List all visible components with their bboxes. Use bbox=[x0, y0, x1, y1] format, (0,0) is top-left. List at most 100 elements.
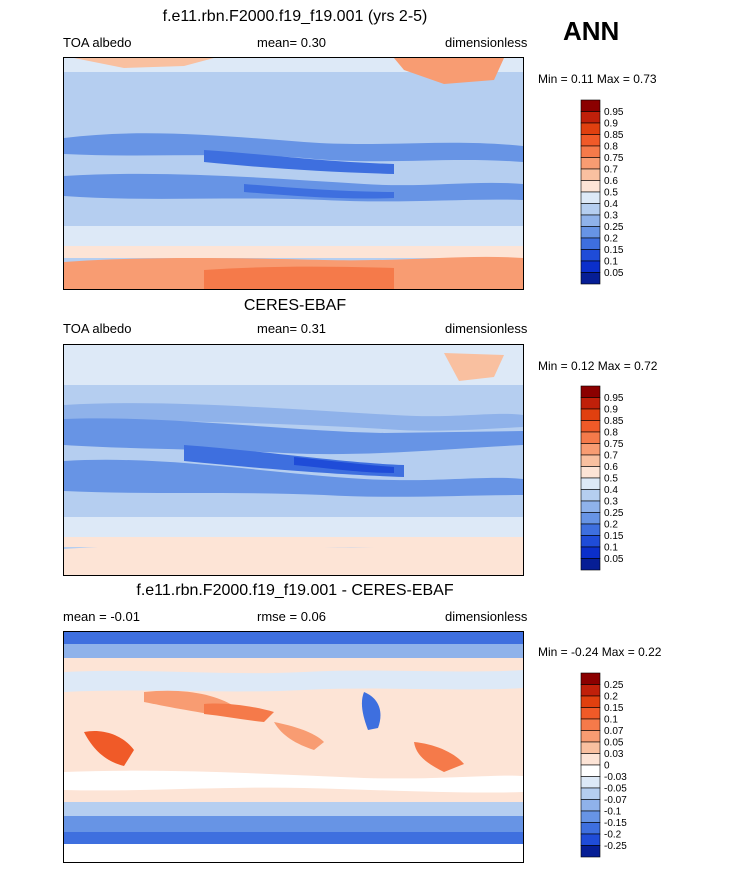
panel-1-max-value: 0.73 bbox=[633, 72, 657, 86]
panel-3-units-label: dimensionless bbox=[445, 609, 528, 624]
colorbar-tick-label: 0.05 bbox=[604, 738, 624, 749]
colorbar-tick-label: 0.75 bbox=[604, 153, 624, 164]
colorbar-tick-label: 0.1 bbox=[604, 257, 618, 268]
panel-1-mean-label: mean= 0.30 bbox=[257, 35, 327, 50]
panel-2-units-label: dimensionless bbox=[445, 321, 528, 336]
colorbar-swatch bbox=[580, 157, 601, 170]
colorbar-swatch bbox=[580, 822, 601, 835]
colorbar-swatch bbox=[580, 454, 601, 467]
colorbar-swatch bbox=[580, 145, 601, 158]
panel-2-map bbox=[63, 344, 524, 576]
colorbar-swatch bbox=[580, 443, 601, 456]
panel-1-map bbox=[63, 57, 524, 290]
colorbar-tick-label: 0.4 bbox=[604, 199, 618, 210]
colorbar-swatch bbox=[580, 466, 601, 479]
colorbar-tick-label: 0.95 bbox=[604, 393, 624, 404]
panel-3-map bbox=[63, 631, 524, 863]
panel-1-min-value: 0.11 bbox=[571, 72, 594, 86]
colorbar-tick-label: 0.5 bbox=[604, 188, 618, 199]
colorbar-swatch bbox=[580, 558, 601, 571]
colorbar-tick-label: 0.95 bbox=[604, 107, 624, 118]
panel-1-title: f.e11.rbn.F2000.f19_f19.001 (yrs 2-5) bbox=[162, 8, 428, 25]
colorbar-swatch bbox=[580, 523, 601, 536]
panel-3-max-value: 0.22 bbox=[638, 645, 662, 659]
colorbar-swatch bbox=[580, 134, 601, 147]
colorbar-tick-label: 0.4 bbox=[604, 485, 618, 496]
colorbar-swatch bbox=[580, 260, 601, 273]
colorbar-swatch bbox=[580, 776, 601, 789]
colorbar-tick-label: 0.15 bbox=[604, 531, 624, 542]
colorbar-swatch bbox=[580, 730, 601, 743]
colorbar-swatch bbox=[580, 203, 601, 216]
colorbar-swatch bbox=[580, 214, 601, 227]
colorbar-swatch bbox=[580, 684, 601, 697]
panel-2-mean-label: mean= 0.31 bbox=[257, 321, 327, 336]
panel-2-max-label: Max = bbox=[597, 359, 631, 373]
colorbar-tick-label: 0.3 bbox=[604, 497, 618, 508]
panel-3-max-label: Max = bbox=[601, 645, 635, 659]
colorbar-swatch bbox=[580, 385, 601, 398]
colorbar-tick-label: 0.9 bbox=[604, 119, 618, 130]
panel-3-mean-label: mean = -0.01 bbox=[63, 609, 140, 624]
colorbar-tick-label: 0.15 bbox=[604, 703, 624, 714]
colorbar-swatch bbox=[580, 500, 601, 513]
colorbar-swatch bbox=[580, 718, 601, 731]
colorbar-tick-label: 0.03 bbox=[604, 749, 624, 760]
colorbar-tick-label: -0.1 bbox=[604, 807, 622, 818]
colorbar-swatch bbox=[580, 431, 601, 444]
colorbar-swatch bbox=[580, 226, 601, 239]
colorbar-tick-label: 0 bbox=[604, 761, 610, 772]
colorbar-swatch bbox=[580, 168, 601, 181]
panel-2-minmax: Min = 0.12 Max = 0.72 bbox=[538, 359, 657, 373]
colorbar-tick-label: 0.05 bbox=[604, 554, 624, 565]
colorbar-tick-label: 0.1 bbox=[604, 543, 618, 554]
colorbar-swatch bbox=[580, 810, 601, 823]
colorbar-swatch bbox=[580, 408, 601, 421]
colorbar-swatch bbox=[580, 672, 601, 685]
colorbar-swatch bbox=[580, 764, 601, 777]
colorbar-swatch bbox=[580, 249, 601, 262]
panel-2-colorbar: 0.95 0.9 0.85 0.8 0.75 0.7 0.6 0.5 0.4 0.3 0.25 0.2… bbox=[580, 385, 641, 571]
colorbar-swatch bbox=[580, 799, 601, 812]
colorbar-tick-label: 0.7 bbox=[604, 451, 618, 462]
colorbar-tick-label: 0.85 bbox=[604, 416, 624, 427]
colorbar-swatch bbox=[580, 845, 601, 858]
colorbar-tick-label: 0.25 bbox=[604, 508, 624, 519]
colorbar-tick-label: 0.8 bbox=[604, 142, 618, 153]
panel-1-min-label: Min = bbox=[538, 72, 568, 86]
colorbar-tick-label: -0.2 bbox=[604, 830, 622, 841]
panel-3-min-value: -0.24 bbox=[571, 645, 599, 659]
colorbar-swatch bbox=[580, 753, 601, 766]
colorbar-swatch bbox=[580, 707, 601, 720]
colorbar-swatch bbox=[580, 833, 601, 846]
panel-3-rmse-label: rmse = 0.06 bbox=[257, 609, 327, 624]
colorbar-tick-label: 0.9 bbox=[604, 405, 618, 416]
panel-1-colorbar: 0.95 0.9 0.85 0.8 0.75 0.7 0.6 0.5 0.4 0.3 0.25 0.2… bbox=[580, 99, 641, 285]
colorbar-tick-label: -0.25 bbox=[604, 841, 627, 852]
panel-1-variable-label: TOA albedo bbox=[63, 35, 132, 50]
colorbar-swatch bbox=[580, 695, 601, 708]
colorbar-swatch bbox=[580, 787, 601, 800]
colorbar-swatch bbox=[580, 180, 601, 193]
colorbar-swatch bbox=[580, 546, 601, 559]
colorbar-swatch bbox=[580, 272, 601, 285]
panel-3-min-label: Min = bbox=[538, 645, 568, 659]
colorbar-swatch bbox=[580, 111, 601, 124]
colorbar-tick-label: 0.7 bbox=[604, 165, 618, 176]
panel-2-max-value: 0.72 bbox=[634, 359, 658, 373]
panel-3-title: f.e11.rbn.F2000.f19_f19.001 - CERES-EBAF bbox=[136, 582, 454, 599]
colorbar-tick-label: -0.15 bbox=[604, 818, 627, 829]
colorbar-tick-label: 0.25 bbox=[604, 680, 624, 691]
colorbar-tick-label: 0.2 bbox=[604, 234, 618, 245]
panel-2-min-label: Min = bbox=[538, 359, 568, 373]
panel-2-min-value: 0.12 bbox=[571, 359, 595, 373]
colorbar-tick-label: 0.07 bbox=[604, 726, 624, 737]
colorbar-swatch bbox=[580, 122, 601, 135]
colorbar-tick-label: 0.2 bbox=[604, 520, 618, 531]
colorbar-tick-label: 0.75 bbox=[604, 439, 624, 450]
colorbar-swatch bbox=[580, 512, 601, 525]
colorbar-swatch bbox=[580, 477, 601, 490]
colorbar-swatch bbox=[580, 397, 601, 410]
colorbar-tick-label: 0.05 bbox=[604, 268, 624, 279]
colorbar-tick-label: 0.8 bbox=[604, 428, 618, 439]
